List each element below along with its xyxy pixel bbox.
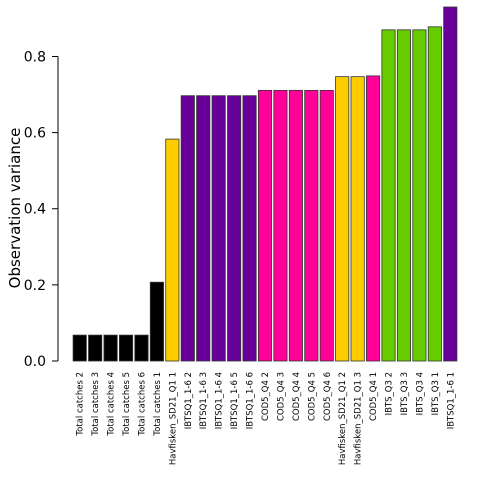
bar	[288, 89, 303, 362]
bar	[72, 334, 87, 362]
bar	[134, 334, 149, 362]
bar	[180, 95, 195, 362]
bar	[196, 95, 211, 362]
y-tick-label: 0.2	[24, 278, 46, 294]
bar	[381, 29, 396, 362]
bar	[443, 6, 458, 362]
x-tick-label: IBTSQ1_1-6 4	[215, 372, 225, 429]
x-tick-label: COD5_Q4 2	[261, 372, 271, 421]
bars-group	[72, 6, 458, 362]
x-tick-label: IBTSQ1_1-6 3	[199, 372, 209, 429]
x-tick-label: Havfisken_SD21_Q1 3	[354, 372, 364, 465]
x-tick-label: IBTSQ1_1-6 5	[230, 372, 240, 429]
y-tick-label: 0.6	[24, 126, 46, 142]
bar	[211, 95, 226, 362]
bar	[257, 89, 273, 362]
x-tick-label: COD5_Q4 4	[292, 372, 302, 421]
y-axis-ticks: 0.0 0.2 0.4 0.6 0.8	[24, 49, 58, 370]
x-tick-label: IBTSQ1_1-6 1	[446, 372, 456, 429]
x-tick-label: COD5_Q4 3	[276, 372, 286, 421]
x-axis-ticks: Total catches 2 Total catches 3 Total catc…	[76, 372, 457, 465]
x-tick-label: COD5_Q4 1	[369, 372, 379, 421]
y-tick-label: 0.0	[24, 354, 46, 370]
x-tick-label: Total catches 2	[76, 372, 86, 437]
bar	[242, 95, 257, 362]
x-tick-label: Havfisken_SD21_Q1 2	[338, 372, 348, 465]
y-tick-label: 0.4	[24, 202, 46, 218]
y-axis-label: Observation variance	[6, 128, 24, 289]
bar	[119, 334, 134, 362]
x-tick-label: Total catches 1	[153, 372, 163, 437]
x-tick-label: IBTSQ1_1-6 6	[246, 372, 256, 429]
x-tick-label: Total catches 3	[91, 372, 101, 437]
x-tick-label: COD5_Q4 5	[307, 372, 317, 421]
bar	[366, 75, 381, 362]
bar	[103, 334, 118, 362]
bar	[165, 138, 180, 362]
bar	[350, 76, 365, 362]
bar	[149, 281, 164, 362]
x-tick-label: IBTS_Q3 1	[431, 372, 441, 415]
x-tick-label: Havfisken_SD21_Q1 1	[168, 372, 178, 465]
bar	[319, 89, 334, 362]
bar	[227, 95, 242, 362]
bar	[335, 76, 350, 362]
bar	[304, 89, 319, 362]
x-tick-label: Total catches 5	[122, 372, 132, 437]
bar	[88, 334, 103, 362]
x-tick-label: Total catches 6	[137, 372, 147, 437]
bar	[412, 29, 427, 362]
x-tick-label: COD5_Q4 6	[323, 372, 333, 421]
x-tick-label: IBTSQ1_1-6 2	[184, 372, 194, 429]
bar	[427, 26, 442, 362]
x-tick-label: IBTS_Q3 4	[415, 372, 425, 415]
y-tick-label: 0.8	[24, 49, 46, 65]
x-tick-label: Total catches 4	[107, 372, 117, 437]
x-tick-label: IBTS_Q3 3	[400, 372, 410, 415]
bar	[273, 89, 288, 362]
x-tick-label: IBTS_Q3 2	[385, 372, 395, 415]
bar	[396, 29, 411, 362]
